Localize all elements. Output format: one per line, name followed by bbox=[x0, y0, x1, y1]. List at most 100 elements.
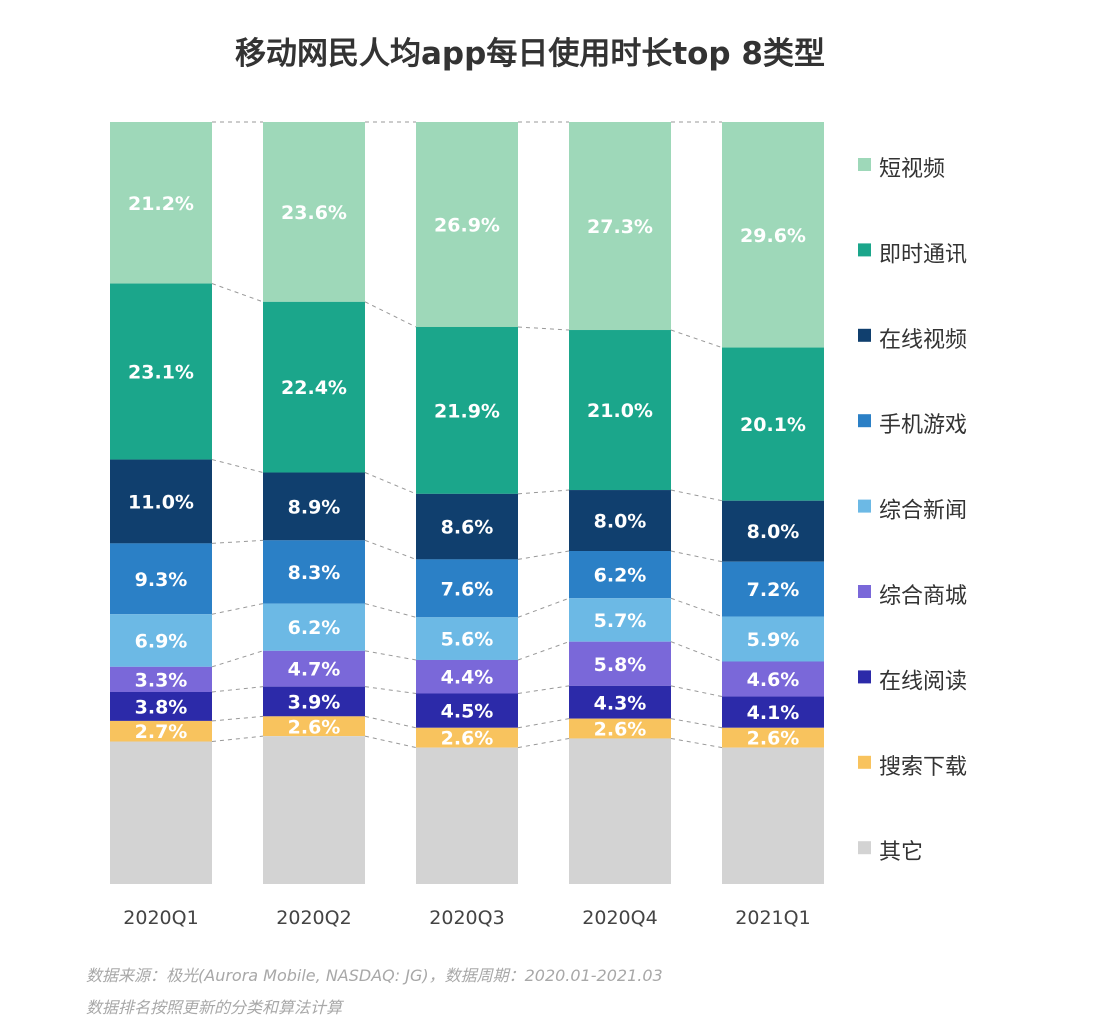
bar-segment bbox=[110, 543, 212, 615]
data-label: 8.0% bbox=[594, 511, 647, 533]
legend-label: 综合商城 bbox=[879, 584, 967, 609]
connector-line bbox=[211, 735, 264, 743]
connector-line bbox=[670, 718, 723, 729]
data-label: 3.3% bbox=[135, 669, 188, 691]
data-label: 2.6% bbox=[594, 719, 647, 741]
data-label: 20.1% bbox=[740, 414, 806, 436]
data-label: 22.4% bbox=[281, 377, 347, 399]
connector-line bbox=[364, 686, 417, 694]
bar-segment bbox=[722, 122, 824, 348]
x-tick-label: 2020Q1 bbox=[123, 907, 198, 929]
bar-segment bbox=[416, 326, 518, 494]
connector-line bbox=[517, 326, 570, 331]
connector-line bbox=[670, 641, 723, 662]
data-label: 21.0% bbox=[587, 400, 653, 422]
legend-swatch bbox=[858, 243, 871, 257]
data-label: 8.3% bbox=[288, 562, 341, 584]
bar-segment bbox=[263, 686, 365, 717]
legend-swatch bbox=[858, 670, 871, 684]
connector-line bbox=[211, 715, 264, 722]
bar-segment bbox=[263, 736, 365, 884]
bar-segment bbox=[722, 661, 824, 697]
bar-segment bbox=[416, 559, 518, 618]
legend-swatch bbox=[858, 158, 871, 171]
data-label: 2.6% bbox=[441, 728, 494, 750]
bar-segment bbox=[263, 716, 365, 737]
bar-segment bbox=[569, 738, 671, 884]
connector-line bbox=[517, 685, 570, 694]
bar-segment bbox=[569, 330, 671, 491]
data-label: 7.6% bbox=[441, 578, 494, 600]
data-label: 2.6% bbox=[747, 728, 800, 750]
connector-line bbox=[211, 459, 264, 474]
connector-line bbox=[517, 718, 570, 729]
bar-segment bbox=[569, 641, 671, 686]
legend-label: 短视频 bbox=[879, 157, 945, 182]
data-label: 5.6% bbox=[441, 629, 494, 651]
data-label: 5.7% bbox=[594, 610, 647, 632]
legend-swatch bbox=[858, 328, 871, 342]
connector-line bbox=[670, 737, 723, 749]
bar-segment bbox=[569, 598, 671, 642]
data-label: 7.2% bbox=[747, 579, 800, 601]
connector-line bbox=[211, 539, 264, 544]
data-label: 2.7% bbox=[135, 721, 188, 743]
legend-label: 即时通讯 bbox=[879, 242, 967, 267]
data-label: 4.7% bbox=[288, 659, 341, 681]
bar-segment bbox=[416, 617, 518, 660]
data-label: 2.6% bbox=[288, 716, 341, 738]
data-label: 4.6% bbox=[747, 669, 800, 691]
bar-segment bbox=[110, 459, 212, 544]
bar-segment bbox=[722, 561, 824, 617]
bar-segment bbox=[110, 720, 212, 742]
connector-line bbox=[364, 301, 417, 328]
legend-swatch bbox=[858, 585, 871, 598]
data-label: 4.5% bbox=[441, 701, 494, 723]
connector-line bbox=[517, 597, 570, 618]
bar-segment bbox=[569, 685, 671, 719]
bar-segment bbox=[569, 551, 671, 599]
connector-line bbox=[517, 641, 570, 661]
bar-segment bbox=[722, 696, 824, 728]
legend-swatch bbox=[858, 755, 871, 769]
data-label: 8.9% bbox=[288, 496, 341, 518]
bar-segment bbox=[416, 693, 518, 728]
connector-line bbox=[517, 489, 570, 495]
x-tick-label: 2020Q2 bbox=[276, 907, 351, 929]
data-label: 26.9% bbox=[434, 214, 500, 236]
data-label: 23.1% bbox=[128, 362, 194, 384]
legend-swatch bbox=[858, 414, 871, 428]
connector-line bbox=[670, 550, 723, 563]
legend-label: 搜索下载 bbox=[879, 755, 967, 780]
bar-segment bbox=[263, 650, 365, 687]
data-label: 6.2% bbox=[594, 565, 647, 587]
connector-line bbox=[211, 686, 264, 693]
connector-line bbox=[517, 550, 570, 560]
chart-title: 移动网民人均app每日使用时长top 8类型 bbox=[235, 36, 825, 72]
data-label: 4.3% bbox=[594, 692, 647, 714]
data-label: 21.9% bbox=[434, 400, 500, 422]
data-label: 5.8% bbox=[594, 654, 647, 676]
data-label: 8.6% bbox=[441, 517, 494, 539]
data-label: 4.4% bbox=[441, 667, 494, 689]
legend-label: 综合新闻 bbox=[879, 499, 967, 524]
legend-label: 其它 bbox=[879, 840, 923, 865]
bar-segment bbox=[416, 493, 518, 560]
legend-label: 在线阅读 bbox=[879, 669, 967, 694]
data-label: 29.6% bbox=[740, 225, 806, 247]
x-tick-label: 2021Q1 bbox=[735, 907, 810, 929]
connector-line bbox=[670, 597, 723, 618]
connector-line bbox=[211, 650, 264, 668]
bar-segment bbox=[110, 614, 212, 667]
bar-segment bbox=[263, 472, 365, 541]
bar-segment bbox=[110, 666, 212, 692]
x-tick-label: 2020Q4 bbox=[582, 907, 657, 929]
data-label: 23.6% bbox=[281, 202, 347, 224]
connector-line bbox=[211, 283, 264, 303]
bar-segment bbox=[722, 347, 824, 501]
x-tick-label: 2020Q3 bbox=[429, 907, 504, 929]
connector-line bbox=[364, 735, 417, 749]
data-label: 9.3% bbox=[135, 569, 188, 591]
bar-segment bbox=[263, 122, 365, 302]
connector-line bbox=[670, 685, 723, 698]
